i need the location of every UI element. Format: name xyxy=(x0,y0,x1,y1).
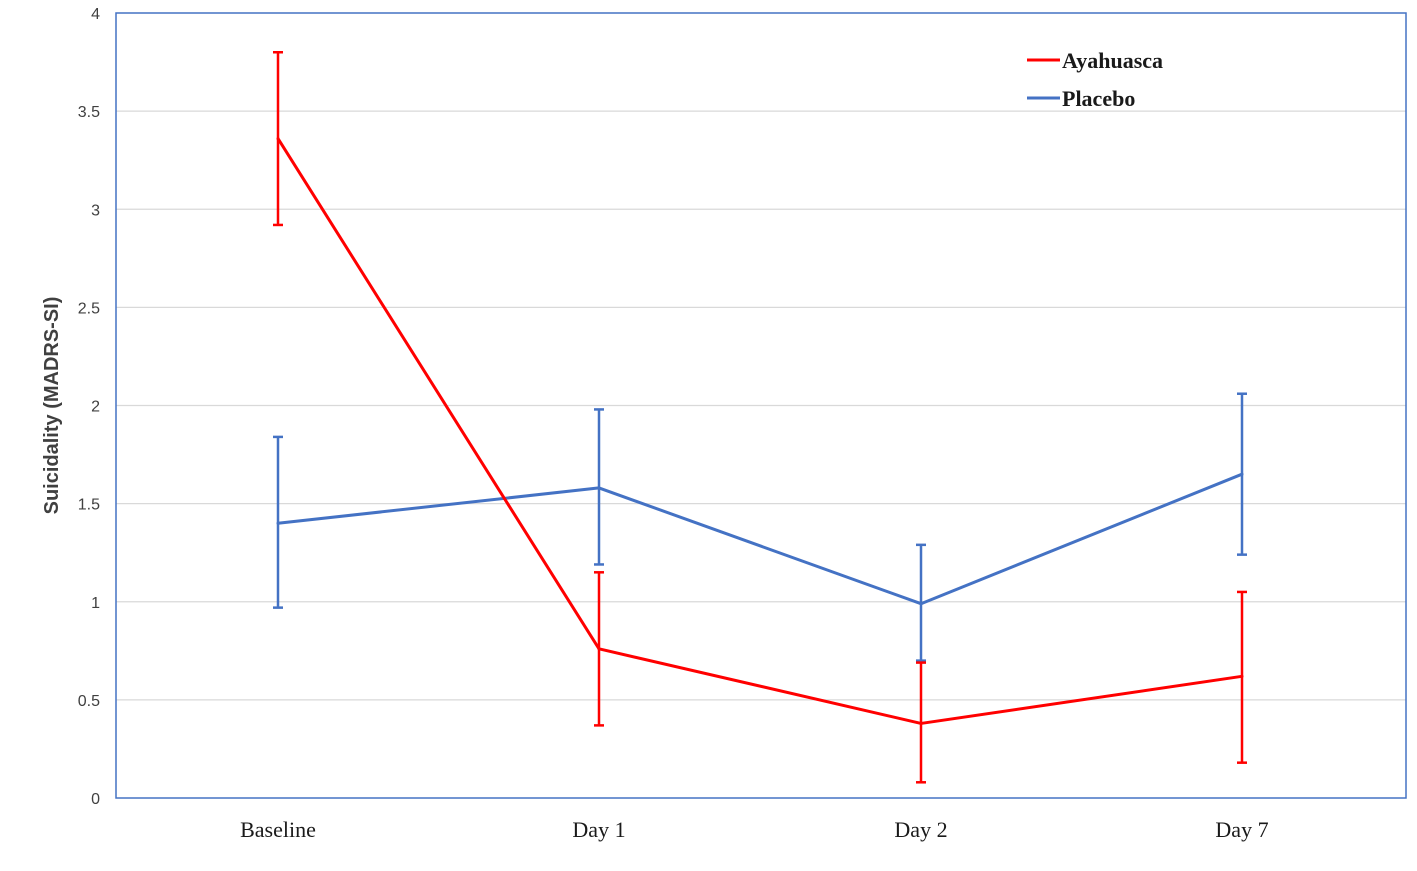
series-ayahuasca xyxy=(273,51,1247,784)
data-point xyxy=(276,137,280,141)
y-tick-label: 2.5 xyxy=(78,300,100,317)
y-tick-label: 3 xyxy=(91,202,100,219)
y-tick-label: 1.5 xyxy=(78,497,100,514)
y-tick-label: 0 xyxy=(91,791,100,808)
x-axis-ticks: Baseline Day 1 Day 2 Day 7 xyxy=(240,817,1268,842)
y-tick-label: 2 xyxy=(91,399,100,416)
y-axis-label: Suicidality (MADRS-SI) xyxy=(41,297,63,515)
legend-label: Placebo xyxy=(1062,86,1135,111)
legend-item-placebo: Placebo xyxy=(1027,86,1135,111)
x-tick-label: Day 7 xyxy=(1215,817,1268,842)
gridlines xyxy=(116,110,1406,701)
series-line xyxy=(277,472,1243,606)
data-point xyxy=(919,721,923,725)
y-tick-label: 4 xyxy=(91,6,100,23)
data-point xyxy=(597,486,601,490)
data-point xyxy=(1240,674,1244,678)
data-point xyxy=(919,602,923,606)
data-point xyxy=(1240,472,1244,476)
series-placebo xyxy=(273,392,1247,662)
x-tick-label: Day 1 xyxy=(572,817,625,842)
legend-label: Ayahuasca xyxy=(1062,48,1163,73)
legend-item-ayahuasca: Ayahuasca xyxy=(1027,48,1163,73)
legend: Ayahuasca Placebo xyxy=(1027,48,1163,111)
y-axis-ticks: 0 0.5 1 1.5 2 2.5 3 3.5 4 xyxy=(78,6,100,808)
series-layer xyxy=(273,51,1247,784)
y-tick-label: 3.5 xyxy=(78,104,100,121)
data-point xyxy=(276,521,280,525)
x-tick-label: Baseline xyxy=(240,817,316,842)
data-point xyxy=(597,647,601,651)
plot-area-border xyxy=(115,12,1407,799)
x-tick-label: Day 2 xyxy=(894,817,947,842)
series-line xyxy=(276,137,1243,725)
y-tick-label: 0.5 xyxy=(78,693,100,710)
y-tick-label: 1 xyxy=(91,595,100,612)
